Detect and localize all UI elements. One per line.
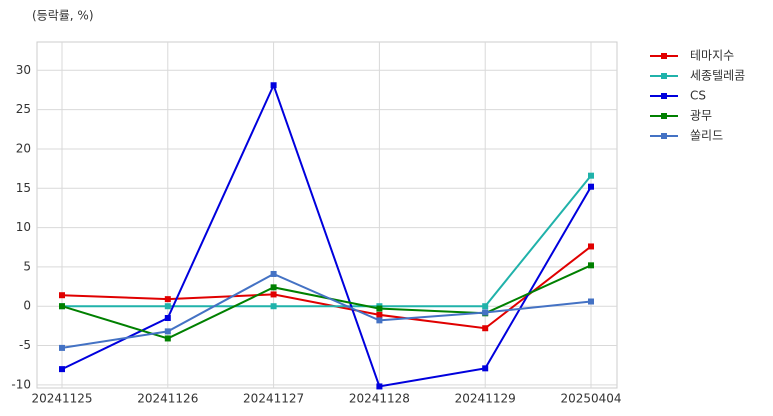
y-tick-label: 20 — [16, 141, 31, 155]
point-marker — [59, 344, 65, 351]
point-marker — [376, 305, 383, 312]
y-tick-label: 15 — [16, 181, 31, 195]
x-tick-label: 20241127 — [243, 392, 304, 406]
legend-label: CS — [690, 89, 706, 103]
point-marker — [376, 383, 383, 390]
y-tick-label: -10 — [11, 377, 31, 391]
legend-label: 쏠리드 — [690, 129, 723, 143]
point-marker — [270, 284, 277, 291]
point-marker — [59, 303, 65, 310]
point-marker — [270, 82, 277, 89]
point-marker — [376, 317, 383, 324]
point-marker — [164, 303, 171, 310]
point-marker — [482, 303, 489, 310]
point-marker — [588, 262, 594, 269]
point-marker — [270, 291, 277, 298]
legend-label: 테마지수 — [690, 49, 734, 63]
x-tick-label: 20241128 — [349, 392, 410, 406]
legend-marker — [661, 133, 667, 139]
point-marker — [59, 292, 65, 299]
y-tick-label: 5 — [23, 259, 31, 273]
legend-marker — [661, 93, 667, 99]
point-marker — [482, 325, 489, 332]
point-marker — [270, 303, 277, 310]
plot-frame — [36, 41, 618, 389]
y-tick-label: 0 — [23, 299, 31, 313]
x-tick-label: 20241126 — [137, 392, 198, 406]
x-tick-label: 20250404 — [560, 392, 621, 406]
point-marker — [164, 328, 171, 335]
x-tick-label: 20241129 — [455, 392, 516, 406]
y-tick-label: 10 — [16, 220, 31, 234]
legend-marker — [661, 53, 667, 59]
point-marker — [482, 309, 489, 316]
point-marker — [588, 183, 594, 190]
point-marker — [270, 270, 277, 277]
legend-marker — [661, 73, 667, 79]
point-marker — [482, 365, 489, 372]
point-marker — [59, 366, 65, 373]
series-line — [61, 245, 592, 330]
point-marker — [588, 172, 594, 179]
point-marker — [164, 296, 171, 303]
series-line — [61, 264, 592, 340]
point-marker — [376, 311, 383, 318]
point-marker — [164, 315, 171, 322]
legend-label: 세종텔레콤 — [690, 69, 745, 83]
legend-label: 광무 — [690, 109, 712, 123]
series-line — [61, 272, 592, 349]
series-line — [61, 82, 592, 388]
x-tick-label: 20241125 — [31, 392, 92, 406]
point-marker — [588, 243, 594, 250]
y-tick-label: 25 — [16, 102, 31, 116]
point-marker — [588, 298, 594, 305]
y-tick-label: 30 — [16, 63, 31, 77]
series-line — [62, 175, 592, 308]
y-tick-label: -5 — [19, 338, 31, 352]
point-marker — [164, 335, 171, 342]
legend-marker — [661, 113, 667, 119]
y-axis-label: (등락률, %) — [32, 9, 94, 23]
